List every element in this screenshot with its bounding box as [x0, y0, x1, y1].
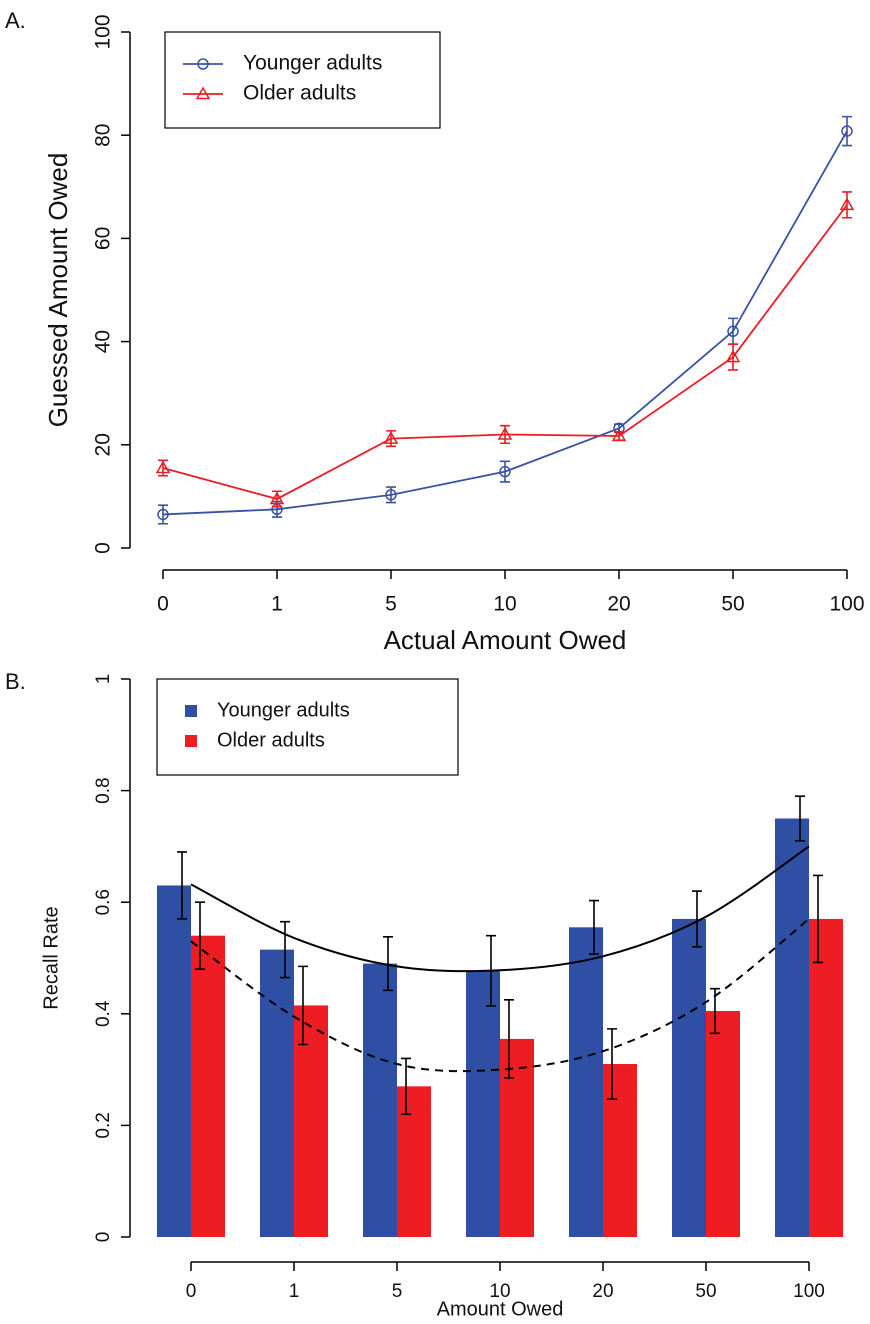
error-bar: [728, 343, 738, 371]
legend-label: Younger adults: [243, 52, 382, 75]
y-tick-label: 20: [92, 433, 115, 456]
bar: [191, 935, 225, 1237]
legend-marker: [197, 58, 209, 70]
y-axis-title: Guessed Amount Owed: [43, 153, 73, 428]
point: [497, 426, 513, 440]
x-tick-label: 20: [592, 1281, 613, 1302]
point: [155, 460, 171, 474]
x-tick-label: 10: [489, 1281, 510, 1302]
y-tick-label: 40: [92, 330, 115, 353]
point: [157, 508, 169, 521]
fit-curve: [190, 918, 810, 1073]
legend-box: [164, 31, 441, 129]
y-tick-label: 80: [92, 124, 115, 147]
point: [611, 428, 627, 442]
bar: [466, 970, 500, 1237]
x-axis-title: Amount Owed: [437, 1298, 564, 1320]
y-axis-title: Recall Rate: [40, 906, 62, 1009]
fit-curve: [190, 845, 810, 973]
point: [727, 325, 739, 338]
legend-label: Older adults: [217, 729, 325, 751]
y-tick-label: 0.2: [93, 1112, 114, 1138]
legend-swatch: [185, 735, 197, 747]
x-tick-label: 20: [607, 593, 630, 616]
error-bar: [692, 890, 702, 948]
x-tick-label: 10: [493, 593, 516, 616]
series-line: [162, 204, 848, 500]
error-bar: [728, 317, 738, 345]
series-line: [162, 130, 848, 516]
error-bar: [842, 191, 852, 219]
bar: [260, 949, 294, 1237]
bar: [294, 1005, 328, 1237]
error-bar: [195, 901, 205, 970]
x-axis-title: Actual Amount Owed: [384, 625, 627, 655]
point: [841, 125, 853, 137]
point: [385, 489, 397, 501]
bar: [672, 918, 706, 1237]
point: [499, 465, 511, 478]
y-tick-label: 0.8: [93, 777, 114, 803]
bar: [157, 885, 191, 1237]
y-tick-label: 0: [92, 542, 115, 554]
error-bar: [589, 899, 599, 955]
bar: [500, 1038, 534, 1237]
bar: [569, 927, 603, 1237]
y-tick-label: 0: [93, 1232, 114, 1243]
bar: [363, 963, 397, 1237]
error-bar: [504, 999, 514, 1079]
x-tick-label: 0: [157, 593, 169, 616]
x-tick-label: 100: [829, 593, 864, 616]
error-bar: [177, 851, 187, 920]
x-tick-label: 5: [385, 593, 397, 616]
panel-label: B.: [5, 669, 26, 694]
error-bar: [401, 1057, 411, 1116]
point: [269, 491, 285, 505]
y-tick-label: 0.6: [93, 889, 114, 915]
y-tick-label: 60: [92, 227, 115, 250]
x-tick-label: 50: [695, 1281, 716, 1302]
bar: [706, 1011, 740, 1237]
bar: [397, 1086, 431, 1237]
point: [383, 431, 399, 444]
error-bar: [500, 460, 510, 483]
y-tick-label: 1: [93, 674, 114, 685]
error-bar: [813, 874, 823, 964]
error-bar: [158, 504, 168, 525]
error-bar: [298, 965, 308, 1046]
y-tick-label: 0.4: [93, 1000, 114, 1027]
error-bar: [383, 935, 393, 992]
error-bar: [842, 115, 852, 147]
x-tick-label: 1: [289, 1281, 300, 1302]
bar: [809, 918, 843, 1237]
legend-swatch: [185, 705, 197, 717]
y-tick-label: 100: [92, 14, 115, 49]
error-bar: [280, 920, 290, 979]
point: [725, 349, 741, 363]
x-tick-label: 100: [793, 1281, 825, 1302]
x-tick-label: 50: [721, 593, 744, 616]
legend-label: Younger adults: [217, 699, 350, 721]
error-bar: [607, 1028, 617, 1100]
point: [839, 197, 855, 211]
bar: [775, 818, 809, 1237]
x-tick-label: 1: [271, 593, 283, 616]
legend-box: [156, 678, 459, 776]
legend-label: Older adults: [243, 82, 356, 105]
x-tick-label: 5: [392, 1281, 403, 1302]
legend-marker: [195, 86, 211, 100]
bar: [603, 1064, 637, 1237]
x-tick-label: 0: [186, 1281, 197, 1302]
error-bar: [795, 795, 805, 842]
panel-label: A.: [5, 8, 26, 33]
